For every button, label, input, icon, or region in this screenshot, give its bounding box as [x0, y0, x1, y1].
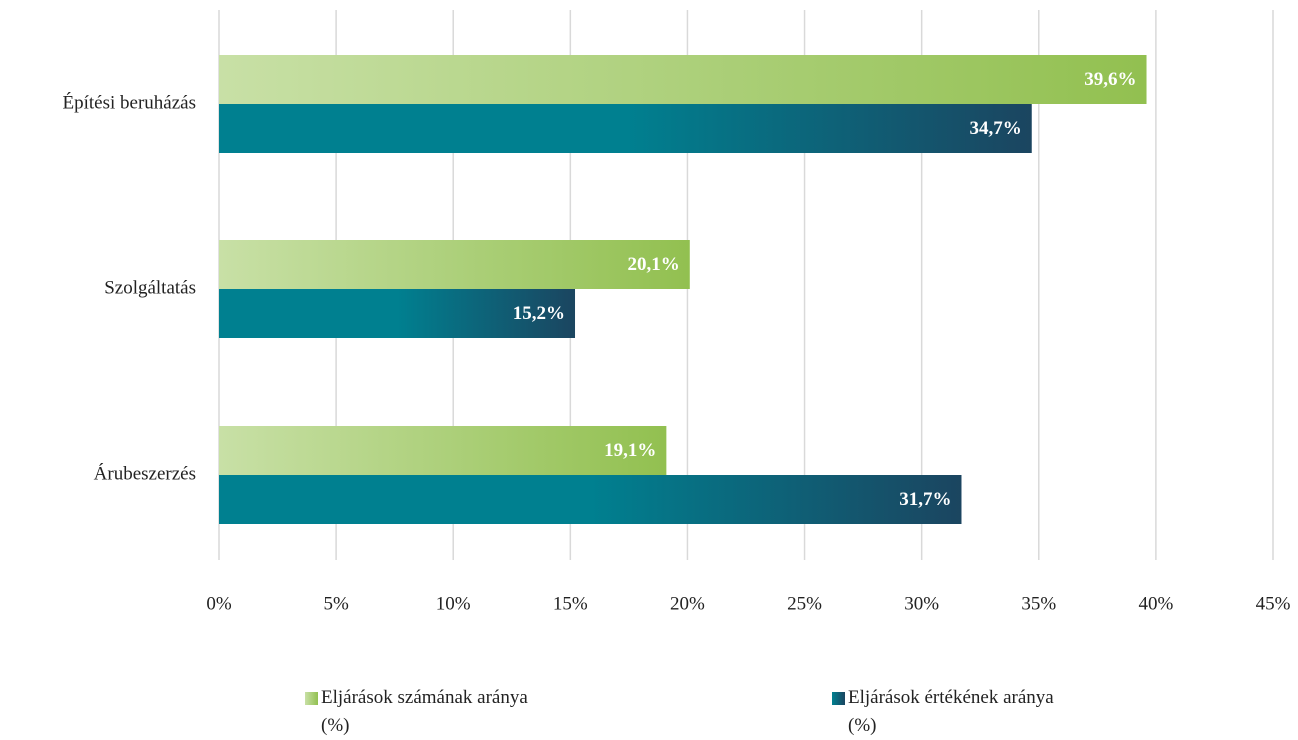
x-tick-label: 30% [904, 593, 939, 614]
y-tick-label: Árubeszerzés [94, 462, 196, 484]
y-tick-label: Szolgáltatás [104, 277, 196, 298]
x-tick-label: 45% [1256, 593, 1291, 614]
y-tick-label: Építési beruházás [63, 91, 196, 113]
value-label: 19,1% [604, 440, 656, 461]
x-tick-label: 25% [787, 593, 822, 614]
bar [219, 426, 667, 475]
value-label: 31,7% [899, 489, 951, 510]
x-tick-label: 35% [1021, 593, 1056, 614]
legend-item: Eljárások értékének aránya (%) [832, 684, 1072, 740]
value-label: 20,1% [628, 254, 680, 275]
value-label: 39,6% [1084, 69, 1136, 90]
legend-label: Eljárások értékének aránya (%) [848, 687, 1054, 736]
value-label: 34,7% [970, 118, 1022, 139]
legend-item: Eljárások számának aránya (%) [305, 684, 545, 740]
x-tick-label: 40% [1138, 593, 1173, 614]
bar [219, 475, 962, 524]
bar [219, 104, 1032, 153]
bar [219, 289, 576, 338]
legend-swatch [305, 692, 318, 705]
x-tick-label: 5% [323, 593, 349, 614]
legend-swatch [832, 692, 845, 705]
legend-label: Eljárások számának aránya (%) [321, 687, 528, 736]
x-tick-label: 20% [670, 593, 705, 614]
x-tick-label: 15% [553, 593, 588, 614]
x-tick-label: 10% [436, 593, 471, 614]
value-label: 15,2% [513, 303, 565, 324]
bar [219, 55, 1147, 104]
bar [219, 240, 690, 289]
x-tick-label: 0% [206, 593, 232, 614]
